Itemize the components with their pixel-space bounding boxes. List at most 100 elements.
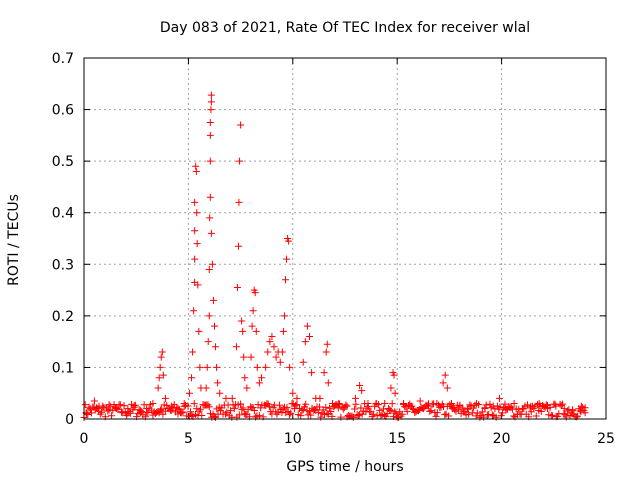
data-point bbox=[120, 402, 128, 410]
data-point bbox=[149, 400, 157, 408]
data-point bbox=[496, 394, 504, 402]
data-point bbox=[249, 404, 257, 412]
data-point bbox=[270, 343, 278, 351]
data-point bbox=[316, 394, 324, 402]
data-point bbox=[316, 403, 324, 411]
grid-lines bbox=[84, 58, 606, 419]
data-point bbox=[351, 394, 359, 402]
data-point bbox=[179, 408, 187, 416]
data-point bbox=[280, 312, 288, 320]
data-point bbox=[255, 412, 263, 420]
data-point bbox=[108, 412, 116, 420]
data-point bbox=[195, 327, 203, 335]
data-point bbox=[184, 402, 192, 410]
data-point bbox=[471, 401, 479, 409]
data-point bbox=[126, 409, 134, 417]
data-point bbox=[496, 403, 504, 411]
data-point bbox=[86, 405, 94, 413]
data-point bbox=[455, 406, 463, 414]
data-point bbox=[213, 363, 221, 371]
data-point bbox=[188, 374, 196, 382]
data-point bbox=[243, 384, 251, 392]
data-point bbox=[391, 389, 399, 397]
data-point bbox=[339, 405, 347, 413]
data-point bbox=[544, 405, 552, 413]
data-point bbox=[161, 394, 169, 402]
data-point bbox=[286, 363, 294, 371]
data-point bbox=[90, 397, 98, 405]
data-point bbox=[337, 413, 345, 421]
data-point bbox=[376, 406, 384, 414]
data-point bbox=[238, 406, 246, 414]
data-point bbox=[473, 400, 481, 408]
data-point bbox=[398, 410, 406, 418]
data-point bbox=[106, 402, 114, 410]
data-point bbox=[307, 411, 315, 419]
y-tick-label: 0.3 bbox=[52, 257, 74, 273]
data-point bbox=[488, 411, 496, 419]
data-point bbox=[535, 400, 543, 408]
y-tick-label: 0 bbox=[65, 412, 74, 428]
data-point bbox=[323, 340, 331, 348]
data-point bbox=[81, 401, 89, 409]
data-point bbox=[95, 407, 103, 415]
data-point bbox=[323, 409, 331, 417]
x-tick-label: 20 bbox=[493, 431, 511, 447]
data-point bbox=[272, 353, 280, 361]
data-point bbox=[211, 322, 218, 330]
data-point bbox=[349, 413, 357, 421]
data-point bbox=[232, 343, 240, 351]
data-point bbox=[227, 407, 235, 415]
data-point bbox=[206, 193, 214, 201]
data-point bbox=[235, 242, 243, 250]
data-point bbox=[485, 411, 493, 418]
data-point bbox=[235, 411, 243, 419]
data-point bbox=[473, 409, 481, 417]
data-point bbox=[262, 363, 270, 371]
data-point bbox=[327, 407, 335, 415]
data-point bbox=[156, 363, 164, 371]
data-point bbox=[352, 400, 360, 408]
data-point bbox=[216, 389, 224, 397]
data-point bbox=[188, 411, 196, 419]
data-point bbox=[205, 403, 213, 411]
data-point bbox=[498, 409, 506, 417]
data-point bbox=[441, 371, 449, 379]
data-point bbox=[542, 401, 550, 409]
data-point bbox=[463, 405, 471, 413]
data-point bbox=[549, 412, 557, 420]
data-point bbox=[416, 397, 424, 405]
data-point bbox=[155, 374, 163, 382]
data-point bbox=[206, 118, 214, 126]
data-point bbox=[426, 407, 434, 415]
data-point bbox=[299, 406, 307, 414]
data-point bbox=[293, 394, 301, 402]
data-point bbox=[185, 389, 193, 397]
data-point bbox=[207, 91, 215, 99]
data-point bbox=[335, 400, 343, 408]
data-point bbox=[223, 408, 231, 416]
data-point bbox=[205, 312, 213, 320]
data-point bbox=[174, 405, 182, 413]
data-point bbox=[557, 401, 565, 409]
data-point bbox=[191, 198, 199, 206]
data-point bbox=[230, 405, 238, 413]
data-point bbox=[202, 384, 210, 392]
data-point bbox=[379, 405, 387, 413]
data-point bbox=[240, 353, 248, 361]
data-point bbox=[372, 400, 380, 408]
data-point bbox=[408, 402, 416, 410]
data-point bbox=[464, 405, 472, 413]
data-point bbox=[501, 400, 509, 408]
y-tick-label: 0.6 bbox=[52, 103, 74, 119]
data-point bbox=[241, 374, 249, 382]
chart-title: Day 083 of 2021, Rate Of TEC Index for r… bbox=[160, 20, 530, 36]
data-point bbox=[191, 255, 199, 263]
data-point bbox=[239, 404, 247, 412]
data-point bbox=[168, 402, 176, 410]
data-point bbox=[207, 98, 215, 106]
data-point bbox=[154, 384, 162, 392]
data-point bbox=[214, 379, 222, 387]
data-point bbox=[138, 408, 146, 416]
data-point bbox=[189, 348, 197, 356]
